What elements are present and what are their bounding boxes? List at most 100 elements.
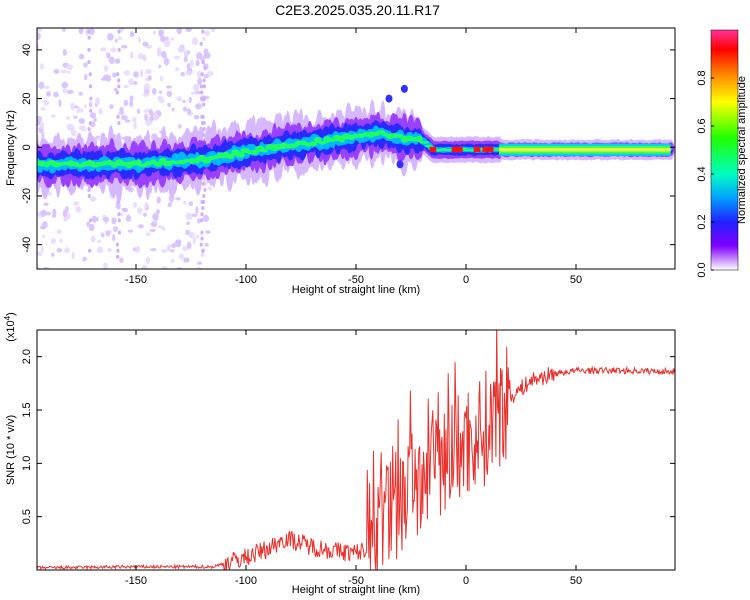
noise-blob — [83, 104, 87, 108]
noise-blob — [66, 213, 71, 220]
noise-blob — [186, 108, 191, 116]
noise-blob — [112, 72, 117, 78]
noise-blob — [43, 202, 49, 207]
noise-blob — [136, 108, 141, 114]
noise-blob — [107, 247, 112, 253]
ridge-blob — [130, 160, 138, 166]
noise-blob — [37, 134, 40, 141]
streak-blob — [203, 187, 207, 192]
noise-blob — [61, 28, 66, 32]
noise-blob — [67, 124, 75, 131]
noise-blob — [153, 30, 157, 35]
noise-blob — [136, 207, 143, 215]
noise-blob — [40, 246, 44, 253]
x-tick-label: -100 — [235, 274, 257, 286]
noise-blob — [123, 84, 130, 89]
noise-blob — [66, 116, 70, 120]
noise-blob — [40, 121, 45, 130]
spectrogram-x-label: Height of straight line (km) — [292, 284, 420, 296]
noise-blob — [152, 212, 159, 221]
streak-blob — [87, 127, 91, 132]
x-tick-label: 0 — [463, 575, 469, 587]
noise-blob — [205, 230, 211, 234]
streak-blob — [117, 84, 121, 89]
colorbar-ticks: 0.0 0.2 0.4 0.6 0.8 — [696, 70, 714, 278]
noise-blob — [192, 236, 196, 245]
noise-blob — [157, 96, 164, 101]
noise-blob — [37, 265, 40, 269]
noise-blob — [177, 46, 185, 53]
noise-blob — [107, 33, 114, 41]
noise-blob — [125, 214, 132, 222]
noise-blob — [137, 36, 141, 44]
streak-blob — [201, 206, 205, 211]
noise-blob — [127, 78, 135, 86]
ridge-blob — [319, 141, 327, 145]
streak-blob — [115, 90, 119, 95]
streak-blob — [201, 60, 205, 65]
noise-blob — [40, 63, 44, 70]
ridge-blob — [396, 133, 404, 139]
peak-mark — [482, 146, 490, 153]
noise-blob — [166, 244, 172, 252]
noise-blob — [37, 251, 43, 257]
ridge-blob — [308, 141, 317, 147]
streak-blob — [87, 60, 91, 65]
colorbar-tick-label: 0.2 — [696, 214, 708, 229]
noise-blob — [188, 201, 194, 207]
noise-blob — [54, 69, 59, 74]
streak-blob — [202, 96, 206, 101]
noise-blob — [65, 64, 73, 70]
ridge-blob — [419, 141, 430, 144]
peak-mark — [456, 146, 463, 153]
streak-blob — [200, 90, 204, 95]
noise-blob — [121, 207, 126, 212]
noise-blob — [173, 55, 181, 60]
noise-blob — [89, 112, 97, 119]
isolated-blob — [396, 160, 404, 169]
noise-blob — [143, 83, 151, 91]
streak-blob — [117, 29, 121, 34]
noise-blob — [66, 89, 74, 95]
noise-blob — [180, 71, 185, 77]
noise-blob — [167, 102, 171, 108]
noise-blob — [158, 64, 162, 69]
noise-blob — [183, 257, 190, 263]
noise-blob — [171, 107, 175, 112]
streak-blob — [202, 102, 206, 107]
noise-blob — [170, 37, 175, 41]
peak-mark — [451, 146, 459, 153]
noise-blob — [51, 214, 57, 218]
colorbar-gradient — [710, 29, 739, 271]
noise-blob — [100, 47, 107, 52]
isolated-blob — [400, 84, 408, 93]
streak-blob — [87, 35, 91, 40]
streak-blob — [202, 84, 207, 89]
noise-blob — [123, 70, 131, 76]
streak-blob — [202, 127, 206, 132]
noise-blob — [37, 32, 41, 41]
streak-blob — [88, 120, 92, 125]
ridge-blob — [416, 135, 423, 143]
spectrogram-x-axis: -150 -100 -50 0 50 — [125, 28, 582, 286]
streak-blob — [199, 242, 203, 247]
snr-panel: -150 -100 -50 0 50 0.5 1.0 1.5 2.0 Height of st… — [3, 312, 676, 596]
noise-blob — [60, 69, 67, 74]
noise-blob — [195, 59, 200, 67]
noise-blob — [186, 70, 192, 76]
noise-blob — [186, 221, 190, 225]
y-tick-label: 1.0 — [21, 456, 33, 471]
streak-blob — [201, 29, 205, 34]
noise-blob — [170, 243, 177, 249]
colorbar-tick-label: 0.6 — [696, 118, 708, 133]
noise-blob — [119, 106, 124, 115]
noise-blob — [59, 238, 63, 243]
noise-blob — [197, 77, 203, 86]
spectrogram-panel: -150 -100 -50 0 50 -40 -20 0 20 40 Height of str… — [5, 27, 676, 296]
noise-blob — [82, 256, 87, 262]
noise-blob — [175, 67, 180, 72]
noise-blob — [129, 95, 134, 102]
noise-blob — [192, 83, 200, 92]
noise-blob — [148, 109, 154, 116]
